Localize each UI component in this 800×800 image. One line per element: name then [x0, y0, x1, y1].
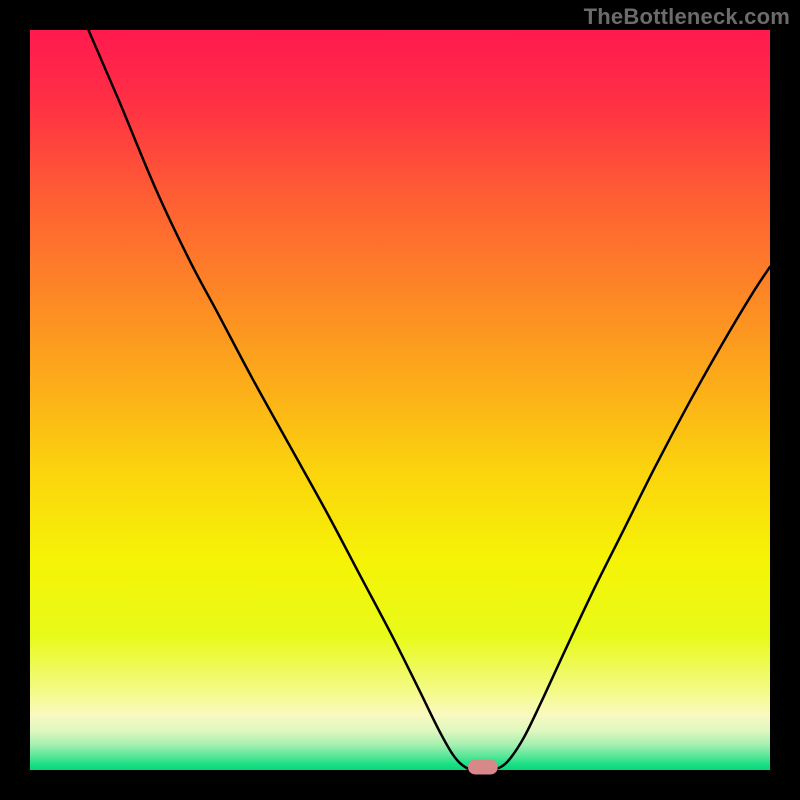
plot-background [30, 30, 770, 770]
watermark-text: TheBottleneck.com [584, 4, 790, 30]
chart-container: { "watermark": "TheBottleneck.com", "cha… [0, 0, 800, 800]
bottleneck-chart [0, 0, 800, 800]
optimal-marker [468, 760, 498, 775]
